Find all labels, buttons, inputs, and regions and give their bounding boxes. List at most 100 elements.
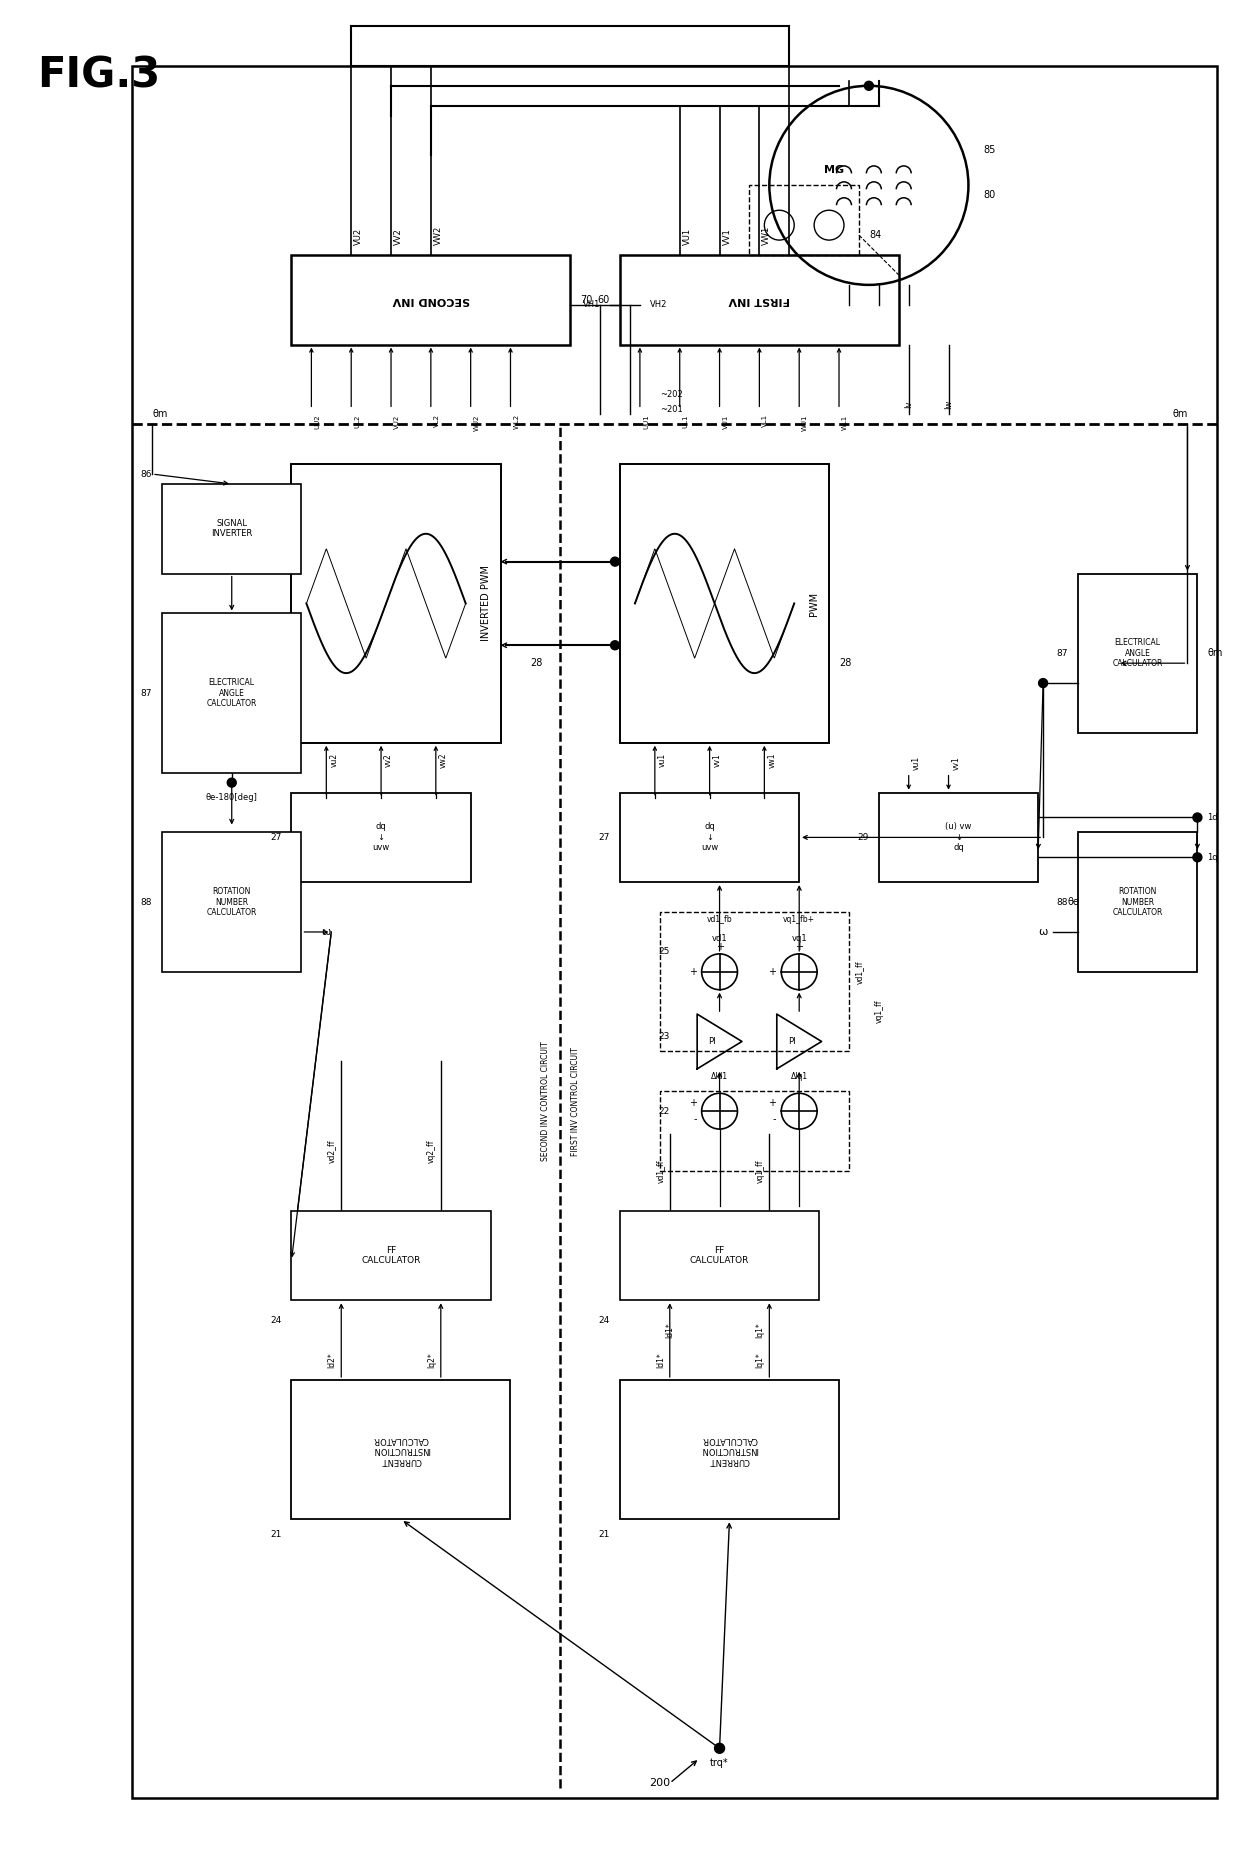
Text: 87: 87 — [1056, 648, 1068, 657]
Text: vu1: vu1 — [658, 752, 667, 767]
Text: -: - — [773, 1115, 776, 1124]
Text: VU1: VU1 — [723, 415, 729, 428]
Bar — [620, 1211, 820, 1300]
Text: dq
↓
uvw: dq ↓ uvw — [372, 822, 389, 852]
Text: +: + — [795, 943, 804, 952]
Bar — [620, 1380, 839, 1519]
Text: 86: 86 — [140, 470, 153, 478]
Text: trq*: trq* — [711, 1758, 729, 1769]
Text: FF
CALCULATOR: FF CALCULATOR — [689, 1246, 749, 1265]
Text: VH1: VH1 — [583, 300, 600, 309]
Bar — [291, 1380, 511, 1519]
Text: Id2*: Id2* — [327, 1352, 336, 1369]
Text: 28: 28 — [839, 657, 852, 669]
Text: VL2: VL2 — [434, 415, 440, 428]
Text: PI: PI — [708, 1037, 715, 1046]
Text: ELECTRICAL
ANGLE
CALCULATOR: ELECTRICAL ANGLE CALCULATOR — [1112, 639, 1163, 669]
Text: 21: 21 — [270, 1530, 281, 1539]
Text: vq1_fb+: vq1_fb+ — [784, 915, 815, 924]
Bar — [620, 465, 830, 743]
Text: vq2_ff: vq2_ff — [427, 1139, 435, 1163]
Text: UL1: UL1 — [683, 415, 688, 428]
Circle shape — [227, 778, 237, 787]
Text: (u) vw
↓
dq: (u) vw ↓ dq — [945, 822, 972, 852]
Text: 87: 87 — [140, 689, 153, 698]
Text: PI: PI — [787, 1037, 796, 1046]
Text: VV2: VV2 — [394, 228, 403, 244]
Text: vd2_ff: vd2_ff — [327, 1139, 336, 1163]
Text: 60: 60 — [598, 294, 610, 306]
Text: θe: θe — [1068, 896, 1080, 907]
Bar — [660, 911, 849, 1052]
Text: FIG.3: FIG.3 — [37, 56, 161, 96]
Text: UU2: UU2 — [315, 415, 320, 430]
Text: ω: ω — [1039, 928, 1048, 937]
Text: +: + — [769, 967, 776, 976]
Text: Id1*: Id1* — [656, 1352, 665, 1369]
Text: Id1*: Id1* — [666, 1322, 675, 1337]
Text: θm: θm — [153, 409, 167, 419]
Text: vv2: vv2 — [384, 752, 393, 767]
Text: vq1_ff: vq1_ff — [755, 1159, 764, 1183]
Text: 70: 70 — [580, 294, 593, 306]
Text: 24: 24 — [270, 1315, 281, 1324]
Bar — [291, 465, 501, 743]
Bar — [291, 793, 471, 882]
Circle shape — [610, 557, 620, 567]
Text: UL2: UL2 — [355, 415, 360, 428]
Text: +: + — [688, 967, 697, 976]
Text: 1d: 1d — [1208, 813, 1218, 822]
Text: UU1: UU1 — [642, 415, 649, 430]
Text: 200: 200 — [649, 1778, 670, 1789]
Bar — [620, 793, 800, 882]
Text: VL1: VL1 — [763, 415, 769, 428]
Bar — [749, 185, 859, 256]
Text: Iq1*: Iq1* — [755, 1352, 764, 1369]
Text: PWM: PWM — [810, 591, 820, 615]
Text: ΔIq1: ΔIq1 — [791, 1072, 807, 1082]
Circle shape — [1193, 813, 1202, 822]
Text: SECOND INV: SECOND INV — [392, 294, 470, 306]
Text: vu2: vu2 — [330, 752, 339, 767]
Text: ROTATION
NUMBER
CALCULATOR: ROTATION NUMBER CALCULATOR — [207, 887, 257, 917]
Text: θm: θm — [1208, 648, 1223, 657]
Text: VW2: VW2 — [434, 226, 443, 244]
Circle shape — [610, 641, 620, 650]
Text: vv1: vv1 — [713, 752, 722, 767]
Text: -: - — [693, 1115, 697, 1124]
Text: WU1: WU1 — [802, 415, 808, 432]
Text: SECOND INV CONTROL CIRCUIT: SECOND INV CONTROL CIRCUIT — [541, 1041, 549, 1161]
Text: VU2: VU2 — [355, 228, 363, 244]
Circle shape — [864, 81, 873, 91]
Text: WU2: WU2 — [474, 415, 480, 432]
Text: VU2: VU2 — [394, 415, 401, 428]
Text: vw1: vw1 — [768, 752, 776, 769]
Bar — [879, 793, 1038, 882]
Text: 22: 22 — [658, 1107, 670, 1115]
Text: 27: 27 — [270, 833, 281, 843]
Text: WL2: WL2 — [513, 415, 520, 430]
Text: 84: 84 — [869, 230, 882, 241]
Text: CURRENT
INSTRUCTION
CALCULATOR: CURRENT INSTRUCTION CALCULATOR — [701, 1435, 758, 1465]
Text: vu1: vu1 — [911, 756, 920, 770]
Circle shape — [1039, 678, 1048, 687]
Text: MG: MG — [823, 165, 844, 176]
Bar — [291, 256, 570, 344]
Text: vd1_ff: vd1_ff — [656, 1159, 665, 1183]
Bar — [660, 1091, 849, 1170]
Text: FF
CALCULATOR: FF CALCULATOR — [361, 1246, 420, 1265]
Text: vd1: vd1 — [712, 935, 728, 943]
Text: ROTATION
NUMBER
CALCULATOR: ROTATION NUMBER CALCULATOR — [1112, 887, 1163, 917]
Text: 21: 21 — [599, 1530, 610, 1539]
Text: ELECTRICAL
ANGLE
CALCULATOR: ELECTRICAL ANGLE CALCULATOR — [207, 678, 257, 707]
Text: WL1: WL1 — [842, 415, 848, 430]
Text: Iw: Iw — [944, 400, 954, 409]
Text: FIRST INV: FIRST INV — [729, 294, 790, 306]
Text: 25: 25 — [658, 948, 670, 956]
Text: CURRENT
INSTRUCTION
CALCULATOR: CURRENT INSTRUCTION CALCULATOR — [372, 1435, 430, 1465]
Text: SIGNAL
INVERTER: SIGNAL INVERTER — [211, 519, 253, 539]
Text: vq1_ff: vq1_ff — [874, 1000, 883, 1024]
Text: FIRST INV CONTROL CIRCUIT: FIRST INV CONTROL CIRCUIT — [570, 1046, 580, 1156]
Text: θm: θm — [1172, 409, 1188, 419]
Text: ω: ω — [321, 928, 331, 937]
